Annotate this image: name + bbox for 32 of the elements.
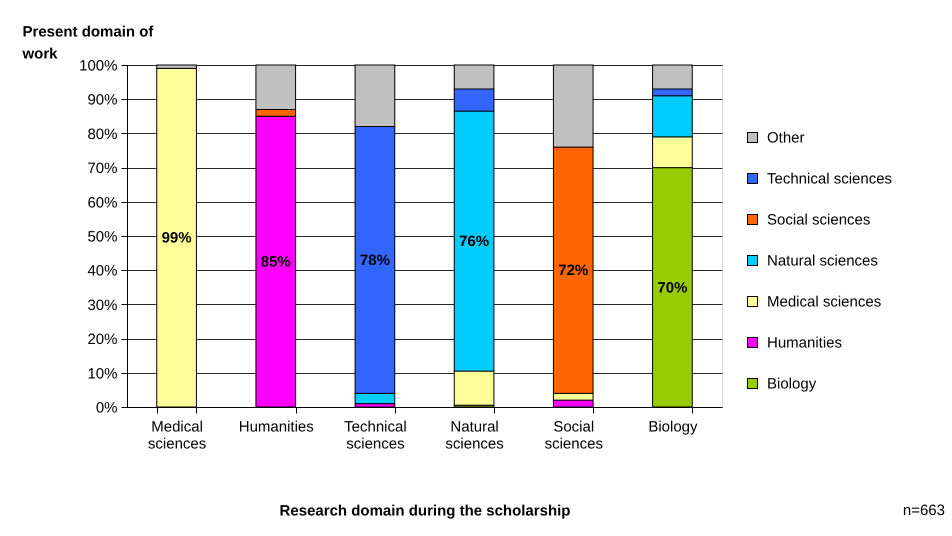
data-label: 72%: [558, 262, 588, 280]
y-tick-label: 0%: [96, 400, 118, 416]
legend-label: Humanities: [767, 334, 842, 352]
y-tick-label: 90%: [87, 92, 118, 109]
y-tick-label: 10%: [87, 365, 118, 382]
y-tick-label: 60%: [87, 194, 118, 212]
legend-label: Medical sciences: [767, 294, 882, 310]
y-tick-label: 50%: [87, 228, 118, 246]
legend-label: Natural sciences: [767, 252, 878, 270]
x-tick-label: Medical sciences: [148, 418, 206, 452]
y-tick-label: 40%: [87, 262, 118, 280]
text: n=663: [902, 502, 945, 519]
y-tick-label: 80%: [87, 126, 118, 143]
x-axis-title: Research domain during the scholarship: [280, 502, 570, 520]
legend-label: Other: [767, 130, 805, 146]
legend-label: Social sciences: [767, 212, 870, 228]
data-label: 99%: [162, 230, 192, 247]
y-tick-label: 70%: [87, 160, 118, 178]
data-label: 85%: [260, 254, 291, 271]
x-tick-label: Natural sciences: [445, 418, 504, 452]
x-tick-label: Social sciences: [544, 418, 603, 452]
x-tick-label: Technical sciences: [344, 418, 407, 452]
data-label: 70%: [657, 279, 688, 296]
legend-label: Technical sciences: [767, 170, 892, 188]
y-tick-label: 20%: [87, 331, 118, 348]
legend-label: Biology: [767, 376, 817, 392]
y-tick-label: 100%: [79, 58, 118, 74]
x-tick-label: Humanities: [238, 418, 314, 436]
x-tick-label: Biology: [648, 418, 698, 436]
data-label: 76%: [459, 233, 490, 250]
data-label: 78%: [360, 252, 390, 269]
y-tick-label: 30%: [87, 296, 118, 314]
